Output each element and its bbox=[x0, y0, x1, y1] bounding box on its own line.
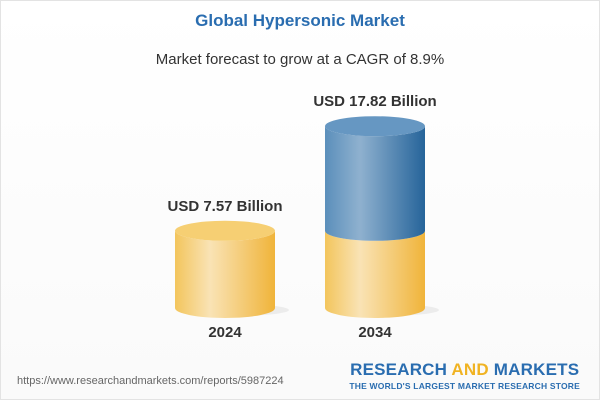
research-and-markets-logo: RESEARCH AND MARKETS THE WORLD'S LARGEST… bbox=[349, 360, 580, 391]
chart-subtitle: Market forecast to grow at a CAGR of 8.9… bbox=[155, 51, 445, 68]
data-label: USD 17.82 Billion bbox=[313, 93, 436, 110]
source-url[interactable]: https://www.researchandmarkets.com/repor… bbox=[17, 375, 284, 387]
cylinder-base-2034-body bbox=[325, 230, 425, 318]
cylinder-growth-2034-top bbox=[325, 116, 425, 137]
category-label: 2034 bbox=[358, 324, 392, 341]
data-label: USD 7.57 Billion bbox=[167, 198, 282, 215]
cylinder-growth-2034-body bbox=[325, 126, 425, 241]
chart-title: Global Hypersonic Market bbox=[195, 11, 405, 30]
cylinder-base-2024-body bbox=[175, 230, 275, 318]
cylinder-base-2024-top bbox=[175, 220, 275, 241]
category-label: 2024 bbox=[208, 324, 242, 341]
